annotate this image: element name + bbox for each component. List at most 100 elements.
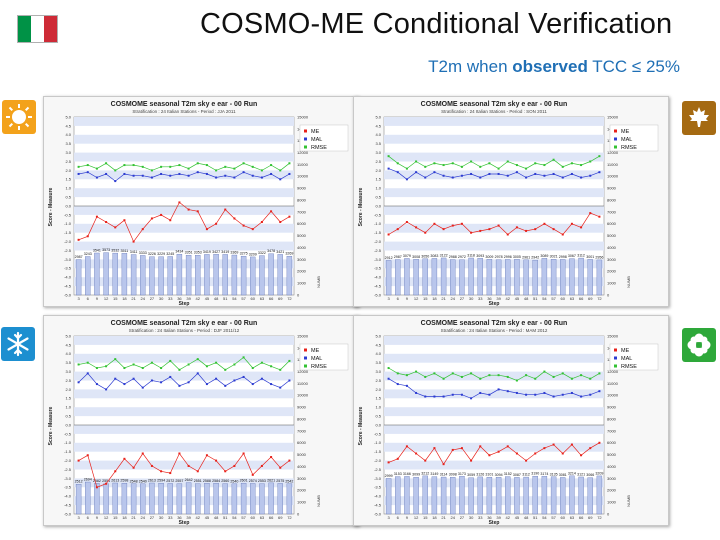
bar-value-label: 2613 [148, 478, 156, 482]
bar-value-label: 2961 [522, 255, 530, 259]
series-point-mal [160, 172, 163, 175]
count-bar [94, 252, 100, 296]
series-point-me [224, 208, 227, 211]
count-bar [550, 476, 557, 515]
x-tick-label: 6 [397, 296, 400, 301]
y-tick-label: -4.0 [374, 275, 382, 280]
count-bar [176, 254, 183, 296]
series-point-rmse [424, 375, 427, 378]
series-point-mal [580, 176, 583, 179]
series-point-me [132, 240, 135, 243]
bar-value-label: 3094 [495, 473, 503, 477]
x-tick-label: 69 [278, 515, 283, 520]
chart-svg-autumn: COSMOME seasonal T2m sky e ear - 00 RunS… [358, 101, 659, 307]
series-point-rmse [570, 162, 573, 165]
legend-label-rmse: RMSE [621, 364, 637, 370]
bar-value-label: 3209 [595, 471, 603, 475]
series-point-mal [561, 393, 564, 396]
series-point-me [123, 457, 126, 460]
count-bar [468, 477, 474, 515]
chart-subtitle: Stratification : 24 Italian Stations - P… [441, 328, 548, 333]
series-point-me [169, 472, 172, 475]
y-tick-label: -5.0 [374, 292, 382, 297]
series-point-me [251, 473, 254, 476]
series-point-rmse [405, 374, 408, 377]
y-tick-label: -2.5 [374, 467, 382, 472]
series-point-rmse [260, 361, 263, 364]
y2-tick-label: 11000 [297, 162, 309, 167]
bar-value-label: 3009 [485, 255, 493, 259]
legend-marker-rmse [304, 364, 307, 368]
series-point-me [187, 208, 190, 211]
series-point-mal [405, 178, 408, 181]
count-bar [277, 483, 283, 515]
y-tick-label: -3.0 [374, 476, 382, 481]
y-axis-title: Score - Measure [358, 187, 364, 226]
x-tick-label: 51 [533, 296, 538, 301]
count-bar [286, 483, 293, 515]
count-bar [121, 253, 128, 296]
y-tick-label: 1.0 [65, 186, 71, 191]
x-tick-label: 57 [551, 515, 556, 520]
count-bar [158, 483, 164, 515]
bar-value-label: 2548 [130, 479, 138, 483]
grid-band [384, 336, 604, 345]
series-point-rmse [460, 165, 463, 168]
y-tick-label: 5.0 [65, 333, 71, 338]
y-tick-label: 5.0 [65, 114, 71, 119]
series-point-rmse [242, 162, 245, 165]
y-tick-label: -1.0 [374, 440, 382, 445]
x-axis-title: Step [179, 301, 190, 307]
series-line-rmse [388, 155, 600, 170]
x-tick-label: 57 [241, 296, 246, 301]
flower-icon [682, 328, 716, 362]
bar-value-label: 3190 [531, 472, 539, 476]
series-point-rmse [543, 370, 546, 373]
bar-value-label: 2553 [258, 479, 266, 483]
x-tick-label: 15 [423, 515, 428, 520]
series-line-me [78, 201, 290, 243]
series-point-rmse [215, 169, 218, 172]
count-bar [413, 477, 419, 515]
series-point-rmse [506, 375, 509, 378]
grid-band [384, 277, 604, 287]
chart-subtitle: Stratification : 24 Italian Stations - P… [129, 328, 240, 333]
grid-band [384, 353, 604, 363]
y-tick-label: 1.0 [375, 186, 381, 191]
x-tick-label: 6 [397, 515, 400, 520]
count-bar [75, 484, 82, 515]
bar-value-label: 3434 [175, 250, 183, 254]
x-tick-label: 42 [506, 296, 511, 301]
chart-panel-autumn: COSMOME seasonal T2m sky e ear - 00 Run S… [353, 96, 669, 307]
grid-band [74, 206, 294, 215]
count-bar [130, 483, 137, 515]
count-bar [103, 252, 109, 296]
bar-value-label: 2551 [194, 479, 202, 483]
count-bar [495, 477, 502, 515]
y-tick-label: -5.0 [374, 511, 382, 516]
series-point-mal [215, 377, 218, 380]
series-point-mal [224, 384, 227, 387]
bar-value-label: 3322 [258, 251, 266, 255]
series-point-mal [270, 172, 273, 175]
series-point-mal [488, 172, 491, 175]
grid-band [74, 496, 294, 506]
series-point-me [497, 224, 500, 227]
series-point-mal [187, 381, 190, 384]
y-tick-label: -3.0 [374, 257, 382, 262]
series-point-rmse [451, 372, 454, 375]
series-point-mal [141, 386, 144, 389]
y2-tick-label: 8000 [607, 197, 617, 202]
series-point-mal [114, 180, 117, 183]
y-tick-label: -5.0 [64, 511, 72, 516]
series-point-rmse [196, 358, 199, 361]
bar-value-label: 3066 [586, 473, 594, 477]
x-tick-label: 6 [87, 515, 90, 520]
series-point-me [196, 470, 199, 473]
series-point-me [260, 221, 263, 224]
y-tick-label: 2.0 [65, 168, 71, 173]
grid-band [74, 371, 294, 381]
y-tick-label: 0.5 [65, 414, 71, 419]
subtitle-bold: observed [512, 57, 588, 76]
y-tick-label: -5.0 [64, 292, 72, 297]
